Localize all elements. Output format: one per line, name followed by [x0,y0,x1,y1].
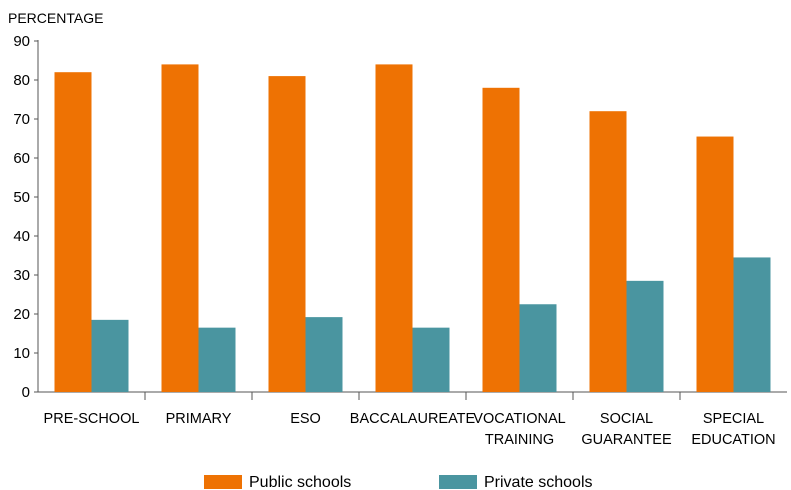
category-label: PRIMARY [166,411,232,427]
y-tick-label: 80 [13,72,30,89]
y-tick-label: 30 [13,267,30,284]
bar-private-2 [305,317,343,392]
bar-public-3 [375,64,413,393]
bar-private-5 [626,280,664,392]
legend-item-private: Private schools [439,474,593,490]
bar-private-3 [412,327,450,392]
bar-public-0 [54,72,92,392]
bar-public-1 [161,64,199,393]
category-label: BACCALAUREATE [350,411,476,427]
category-label: ESO [290,411,321,427]
y-tick-label: 90 [13,33,30,50]
category-label: VOCATIONAL TRAINING [473,411,565,448]
bar-public-6 [696,136,734,392]
bars [54,64,771,393]
y-tick-label: 20 [13,306,30,323]
legend-swatch [204,475,242,489]
bar-private-4 [519,304,557,392]
bar-private-6 [733,257,771,392]
y-axis-title: PERCENTAGE [8,10,103,26]
bar-public-4 [482,87,520,393]
legend-item-public: Public schools [204,474,351,490]
category-labels: PRE-SCHOOL PRIMARY ESO BACCALAUREATEVOCATIO… [44,411,776,448]
bar-private-1 [198,327,236,392]
category-label: SOCIAL GUARANTEE [581,411,672,448]
category-label: PRE-SCHOOL [44,411,140,427]
bar-public-2 [268,76,306,392]
legend-label: Public schools [249,474,351,490]
y-tick-label: 50 [13,189,30,206]
y-tick-label: 10 [13,345,30,362]
bar-private-0 [91,319,129,392]
y-tick-label: 70 [13,111,30,128]
category-label: SPECIAL EDUCATION [691,411,775,448]
y-tick-label: 40 [13,228,30,245]
legend-label: Private schools [484,474,593,490]
legend-swatch [439,475,477,489]
y-tick-label: 0 [22,384,30,401]
bar-public-5 [589,111,627,392]
legend: Public schools Private schools [204,474,593,490]
y-tick-label: 60 [13,150,30,167]
